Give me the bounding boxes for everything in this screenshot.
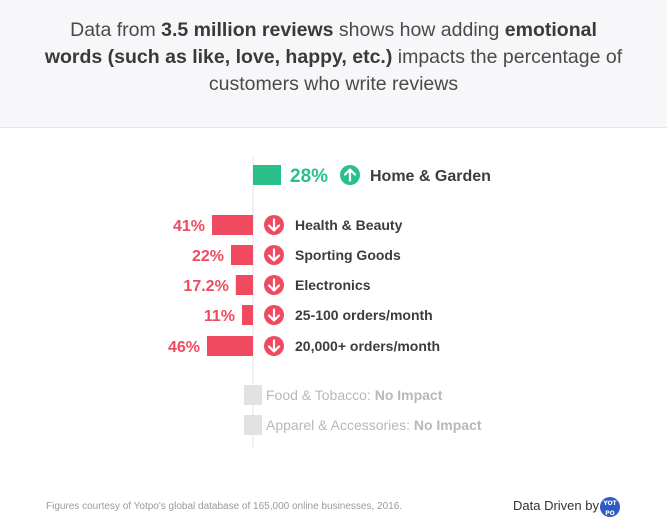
value-label-health-beauty: 41% <box>173 218 205 235</box>
arrow-up-glyph <box>343 168 357 182</box>
yotpo-logo: YOT PO <box>600 497 620 517</box>
bar-home-garden <box>253 165 281 185</box>
arrow-down-glyph <box>267 278 281 292</box>
no-impact-marker-food-tobacco <box>244 385 262 405</box>
header-banner: Data from 3.5 million reviews shows how … <box>0 0 667 128</box>
value-label-electronics: 17.2% <box>183 278 228 295</box>
category-label-sporting-goods: Sporting Goods <box>295 247 401 263</box>
diverging-bar-chart: 28% Home & Garden 41% Health & Beauty 22% Spo… <box>168 157 491 447</box>
category-label-electronics: Electronics <box>295 277 371 293</box>
arrow-down-glyph <box>267 248 281 262</box>
headline-part-3: impacts the percentage of customers who … <box>208 46 623 95</box>
bar-sporting-goods <box>231 245 253 265</box>
logo-text-2: PO <box>605 510 615 517</box>
category-label-25-100-orders-month: 25-100 orders/month <box>295 307 433 323</box>
headline-part-2: shows how adding <box>333 19 505 41</box>
bar-20-000-orders-month <box>207 336 253 356</box>
impact-label-food-tobacco: No Impact <box>375 387 443 403</box>
category-label-home-garden: Home & Garden <box>370 168 491 185</box>
headline-bold-2: emotional words (such as like, love, hap… <box>44 19 597 68</box>
category-name-apparel-accessories: Apparel & Accessories: <box>266 417 414 433</box>
category-label-food-tobacco: Food & Tobacco: No Impact <box>266 387 443 403</box>
no-impact-marker-apparel-accessories <box>244 415 262 435</box>
arrow-down-glyph <box>267 308 281 322</box>
headline-bold-1: 3.5 million reviews <box>161 19 334 41</box>
impact-label-apparel-accessories: No Impact <box>414 417 482 433</box>
category-label-health-beauty: Health & Beauty <box>295 217 403 233</box>
category-label-apparel-accessories: Apparel & Accessories: No Impact <box>266 417 482 433</box>
brand-text: Data Driven by <box>513 498 599 513</box>
headline-part-1: Data from <box>70 19 162 41</box>
category-name-food-tobacco: Food & Tobacco: <box>266 387 375 403</box>
value-label-25-100-orders-month: 11% <box>204 308 235 325</box>
arrow-down-glyph <box>267 339 281 353</box>
logo-text-1: YOT <box>603 500 617 507</box>
value-label-20-000-orders-month: 46% <box>168 339 200 356</box>
arrow-down-glyph <box>267 218 281 232</box>
source-footnote: Figures courtesy of Yotpo's global datab… <box>46 501 403 512</box>
chart-headline: Data from 3.5 million reviews shows how … <box>40 17 627 98</box>
bar-health-beauty <box>212 215 253 235</box>
value-label-home-garden: 28% <box>290 166 328 187</box>
category-label-20-000-orders-month: 20,000+ orders/month <box>295 338 440 354</box>
bar-25-100-orders-month <box>242 305 253 325</box>
value-label-sporting-goods: 22% <box>192 248 224 265</box>
bar-electronics <box>235 275 253 295</box>
